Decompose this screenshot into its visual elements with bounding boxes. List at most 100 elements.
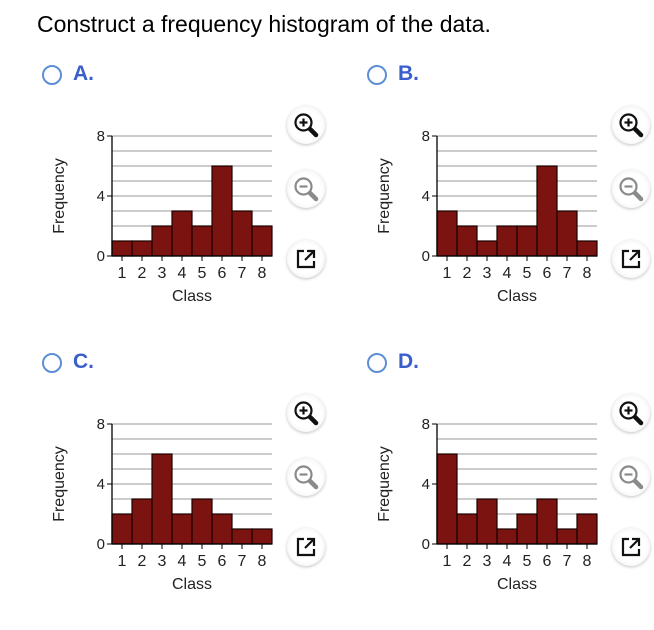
zoom-out-button-d[interactable] (612, 458, 650, 496)
x-tick-label: 7 (238, 265, 247, 282)
x-tick-label: 5 (523, 265, 532, 282)
bar-class-1 (436, 453, 458, 545)
y-axis-title: Frequency (51, 446, 68, 522)
bar-class-4 (171, 513, 193, 545)
bar-class-6 (536, 165, 558, 257)
option-d-radio[interactable] (367, 353, 387, 373)
x-tick-label: 7 (563, 265, 572, 282)
open-external-icon (296, 249, 316, 269)
y-tick-label: 0 (422, 248, 430, 265)
zoom-in-button-b[interactable] (612, 106, 650, 144)
bar-class-2 (456, 513, 478, 545)
x-tick-label: 1 (118, 265, 127, 282)
y-tick-label: 0 (97, 536, 105, 553)
y-tick-label: 4 (97, 476, 105, 493)
y-tick-label: 0 (97, 248, 105, 265)
bar-class-6 (211, 513, 233, 545)
zoom-out-button-c[interactable] (287, 458, 325, 496)
bar-class-8 (251, 225, 273, 257)
zoom-out-button-a[interactable] (287, 170, 325, 208)
x-tick-label: 6 (218, 553, 227, 570)
x-tick-label: 3 (158, 553, 167, 570)
option-d-label: D. (398, 350, 419, 373)
y-tick-label: 0 (422, 536, 430, 553)
bar-class-1 (436, 210, 458, 257)
zoom-out-button-b[interactable] (612, 170, 650, 208)
y-tick-label: 8 (97, 128, 105, 145)
option-a-label: A. (73, 62, 94, 85)
y-axis-title: Frequency (376, 158, 393, 234)
zoom-in-icon (294, 401, 319, 426)
bar-class-7 (231, 210, 253, 257)
x-axis-title: Class (497, 576, 537, 593)
x-tick-label: 2 (138, 553, 147, 570)
x-tick-label: 8 (583, 265, 592, 282)
option-b-radio[interactable] (367, 65, 387, 85)
bar-class-1 (111, 513, 133, 545)
x-tick-label: 3 (483, 553, 492, 570)
x-tick-label: 8 (583, 553, 592, 570)
bar-class-5 (516, 513, 538, 545)
x-tick-label: 5 (198, 265, 207, 282)
bar-class-3 (476, 240, 498, 257)
bar-class-8 (576, 513, 598, 545)
x-axis-title: Class (172, 288, 212, 305)
open-external-icon (296, 537, 316, 557)
x-axis-title: Class (497, 288, 537, 305)
zoom-in-button-c[interactable] (287, 394, 325, 432)
zoom-in-button-d[interactable] (612, 394, 650, 432)
x-tick-label: 6 (218, 265, 227, 282)
open-external-button-d[interactable] (612, 528, 650, 566)
zoom-in-icon (294, 113, 319, 138)
option-c: C. 0 4 8 1 2 3 4 5 6 7 8 Class Frequency (42, 350, 342, 628)
zoom-in-icon (619, 401, 644, 426)
zoom-out-icon (294, 177, 319, 202)
y-tick-label: 8 (422, 416, 430, 433)
option-c-radio[interactable] (42, 353, 62, 373)
x-tick-label: 5 (523, 553, 532, 570)
x-tick-label: 4 (178, 553, 187, 570)
x-tick-label: 1 (443, 553, 452, 570)
open-external-button-c[interactable] (287, 528, 325, 566)
zoom-in-icon (619, 113, 644, 138)
open-external-icon (621, 249, 641, 269)
zoom-out-icon (619, 465, 644, 490)
bar-class-2 (456, 225, 478, 257)
x-tick-label: 1 (443, 265, 452, 282)
x-tick-label: 4 (503, 265, 512, 282)
option-d: D. 0 4 8 1 2 3 4 5 6 7 8 Class Frequency (367, 350, 654, 628)
bar-class-2 (131, 498, 153, 545)
option-b-label: B. (398, 62, 419, 85)
open-external-button-b[interactable] (612, 240, 650, 278)
bar-class-5 (191, 225, 213, 257)
x-tick-label: 8 (258, 553, 267, 570)
bar-class-5 (516, 225, 538, 257)
bar-class-1 (111, 240, 133, 257)
x-tick-label: 6 (543, 265, 552, 282)
option-b: B. 0 4 8 1 2 3 4 5 6 7 8 Class Frequency (367, 62, 654, 340)
bar-class-4 (171, 210, 193, 257)
option-a-radio[interactable] (42, 65, 62, 85)
y-tick-label: 8 (422, 128, 430, 145)
y-tick-label: 8 (97, 416, 105, 433)
bar-class-3 (151, 453, 173, 545)
x-tick-label: 5 (198, 553, 207, 570)
x-tick-label: 2 (138, 265, 147, 282)
bar-class-4 (496, 225, 518, 257)
bar-class-7 (556, 528, 578, 545)
x-tick-label: 4 (178, 265, 187, 282)
x-axis-title: Class (172, 576, 212, 593)
x-tick-label: 2 (463, 265, 472, 282)
x-tick-label: 7 (563, 553, 572, 570)
open-external-button-a[interactable] (287, 240, 325, 278)
x-tick-label: 1 (118, 553, 127, 570)
bar-class-3 (151, 225, 173, 257)
option-a: A. 0 4 8 1 2 3 4 5 6 7 8 Class Frequency (42, 62, 342, 340)
option-c-label: C. (73, 350, 94, 373)
zoom-in-button-a[interactable] (287, 106, 325, 144)
bar-class-7 (556, 210, 578, 257)
bar-class-6 (211, 165, 233, 257)
